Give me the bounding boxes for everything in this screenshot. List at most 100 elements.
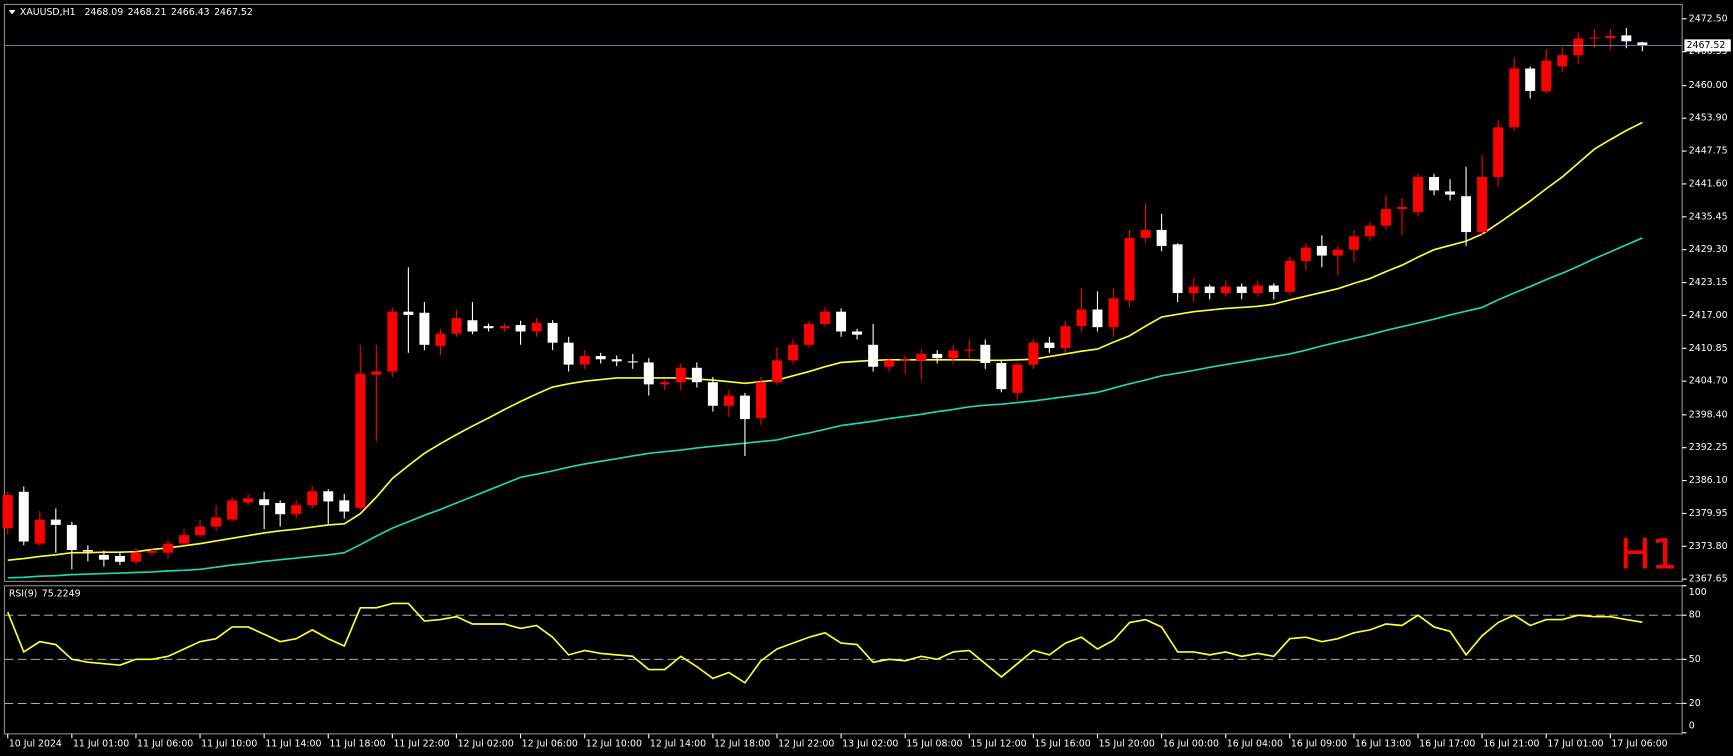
candle-body (1525, 68, 1536, 91)
x-tick-label: 10 Jul 2024 (9, 738, 62, 749)
candle-body (18, 491, 29, 542)
candle-body (1429, 177, 1440, 191)
x-tick-label: 15 Jul 20:00 (1099, 738, 1155, 749)
rsi-panel-frame (3, 585, 1683, 735)
candle-body (146, 551, 157, 553)
candle-body (579, 356, 590, 365)
x-tick-label: 16 Jul 13:00 (1355, 738, 1411, 749)
candle-body (467, 320, 478, 332)
x-tick-label: 12 Jul 10:00 (586, 738, 642, 749)
candle-body (34, 519, 45, 544)
y-tick-label: 2466.35 (1689, 46, 1728, 57)
y-tick-label: 50 (1689, 654, 1701, 665)
candle-body (691, 367, 702, 383)
candle-body (804, 323, 815, 345)
candle-body (50, 519, 61, 525)
y-tick-label: 2392.25 (1689, 442, 1728, 453)
candle-body (259, 499, 270, 506)
candle-body (243, 498, 254, 503)
candle-body (1332, 249, 1343, 256)
candle-body (1204, 286, 1215, 293)
x-tick-label: 17 Jul 06:00 (1611, 738, 1667, 749)
candle-body (611, 359, 622, 362)
candle-body (515, 325, 526, 332)
y-tick-label: 2447.75 (1689, 146, 1728, 157)
x-tick-label: 15 Jul 12:00 (970, 738, 1026, 749)
candle-body (163, 543, 173, 553)
candle-body (1348, 236, 1359, 250)
candle-body (852, 331, 863, 335)
candle-body (1188, 286, 1199, 293)
y-tick-label: 0 (1689, 721, 1695, 732)
x-tick-label: 12 Jul 18:00 (714, 738, 770, 749)
candle-body (948, 350, 959, 359)
rsi-name: RSI(9) (9, 588, 38, 599)
x-tick-label: 16 Jul 00:00 (1163, 738, 1219, 749)
candle-body (900, 359, 911, 361)
candle-body (1445, 191, 1456, 195)
current-price-box (1684, 39, 1731, 52)
candle-body (130, 552, 141, 562)
menu-arrow[interactable] (8, 9, 16, 15)
y-tick-label: 2441.60 (1689, 178, 1728, 189)
candle-body (707, 382, 718, 406)
x-tick-label: 16 Jul 17:00 (1419, 738, 1475, 749)
candle-body (1300, 247, 1311, 261)
candle-body (1380, 209, 1391, 226)
candle-body (323, 491, 334, 502)
candle-body (1236, 286, 1247, 293)
candle-body (1044, 342, 1055, 349)
header-high: 2468.21 (128, 7, 167, 18)
candle-body (1493, 127, 1504, 178)
x-tick-label: 11 Jul 01:00 (73, 738, 129, 749)
candle-body (114, 555, 125, 562)
x-tick-label: 16 Jul 09:00 (1291, 738, 1347, 749)
y-tick-label: 2379.95 (1689, 508, 1728, 519)
candle-body (179, 535, 189, 544)
candle-body (66, 524, 77, 551)
candle-body (1268, 285, 1279, 292)
y-tick-label: 2367.65 (1689, 574, 1728, 585)
candle-body (772, 360, 782, 383)
x-tick-label: 11 Jul 06:00 (137, 738, 193, 749)
candle-body (1413, 177, 1423, 213)
header-low: 2466.43 (171, 7, 210, 18)
main-panel-frame (3, 3, 1683, 582)
candle-body (451, 318, 462, 334)
x-tick-label: 11 Jul 10:00 (201, 738, 257, 749)
candle-body (836, 311, 847, 332)
y-tick-label: 20 (1689, 698, 1701, 709)
current-price-label: 2467.52 (1687, 40, 1726, 51)
candle-body (1140, 229, 1151, 238)
x-tick-label: 11 Jul 14:00 (265, 738, 321, 749)
x-tick-label: 15 Jul 16:00 (1034, 738, 1090, 749)
candle-body (980, 344, 991, 363)
candle-body (1637, 42, 1648, 46)
candle-body (996, 362, 1007, 390)
candle-body (483, 326, 494, 329)
x-tick-label: 11 Jul 22:00 (393, 738, 449, 749)
rsi-value: 75.2249 (42, 588, 81, 599)
candle-body (723, 395, 734, 406)
candle-body (1060, 326, 1071, 349)
candle-body (339, 500, 350, 512)
candle-body (1541, 60, 1552, 91)
candle-body (1108, 298, 1119, 328)
candle-body (755, 382, 766, 419)
candle-body (1589, 37, 1600, 39)
candle-body (227, 500, 238, 520)
y-tick-label: 2429.30 (1689, 244, 1728, 255)
candle-body (932, 353, 943, 359)
candle-body (98, 554, 109, 560)
y-tick-label: 2435.45 (1689, 211, 1728, 222)
candle-body (1477, 177, 1488, 233)
candle-body (275, 503, 286, 515)
x-tick-label: 12 Jul 06:00 (522, 738, 578, 749)
y-tick-label: 2373.80 (1689, 541, 1728, 552)
candle-body (595, 356, 606, 360)
candle-body (403, 311, 414, 315)
candle-body (1461, 196, 1472, 233)
candle-body (1621, 35, 1632, 42)
moving-average (7, 121, 1643, 562)
